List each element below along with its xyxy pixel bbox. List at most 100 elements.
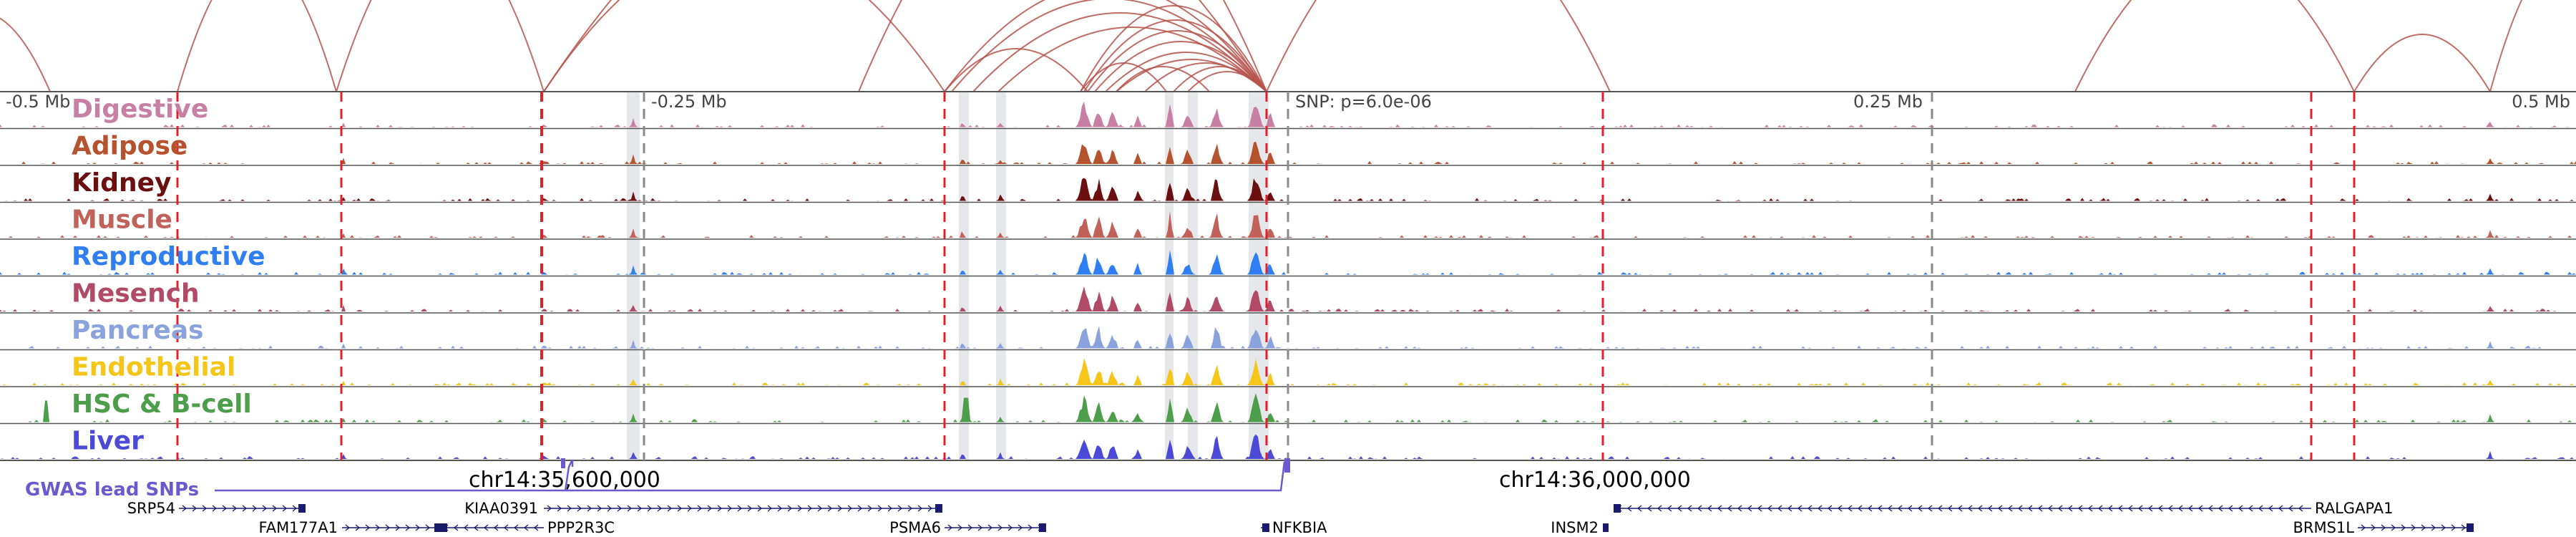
- strand-arrow: [1626, 505, 1632, 512]
- strand-arrow: [1747, 505, 1752, 512]
- strand-arrow: [1797, 505, 1802, 512]
- track-label: Adipose: [72, 132, 187, 161]
- strand-arrow: [463, 524, 469, 531]
- gene-exon: [434, 523, 441, 532]
- track-label: Reproductive: [72, 242, 265, 271]
- gene-exon: [1614, 504, 1621, 513]
- gene-exon: [440, 523, 447, 532]
- strand-arrow: [767, 505, 773, 512]
- gwas-lead-snps-label: GWAS lead SNPs: [25, 479, 199, 500]
- gene-exon: [2467, 523, 2474, 532]
- strand-arrow: [557, 505, 562, 512]
- interaction-arc: [543, 0, 1267, 92]
- strand-arrow: [2218, 505, 2223, 512]
- gene-ppp2r3c: PPP2R3C: [440, 519, 615, 536]
- track-label: Liver: [72, 427, 144, 456]
- strand-arrow: [1707, 505, 1712, 512]
- strand-arrow: [777, 505, 783, 512]
- strand-arrow: [807, 505, 813, 512]
- strand-arrow: [385, 524, 391, 531]
- gene-brms1l: BRMS1L: [2293, 519, 2474, 536]
- strand-arrow: [345, 524, 351, 531]
- strand-arrow: [2087, 505, 2093, 512]
- strand-arrow: [997, 524, 1003, 531]
- strand-arrow: [473, 524, 479, 531]
- strand-arrow: [2107, 505, 2113, 512]
- strand-arrow: [453, 524, 459, 531]
- strand-arrow: [2238, 505, 2243, 512]
- strand-arrow: [1887, 505, 1893, 512]
- strand-arrow: [1927, 505, 1933, 512]
- gene-label: PPP2R3C: [547, 519, 615, 536]
- strand-arrow: [2421, 524, 2426, 531]
- strand-arrow: [202, 505, 208, 512]
- strand-arrow: [1757, 505, 1762, 512]
- strand-arrow: [2197, 505, 2203, 512]
- strand-arrow: [707, 505, 713, 512]
- strand-arrow: [415, 524, 421, 531]
- strand-arrow: [1717, 505, 1722, 512]
- strand-arrow: [182, 505, 187, 512]
- strand-arrow: [1967, 505, 1973, 512]
- strand-arrow: [513, 524, 519, 531]
- snp-pvalue-label: SNP: p=6.0e-06: [1295, 92, 1432, 112]
- strand-arrow: [947, 524, 953, 531]
- axis-label-right: 0.5 Mb: [2512, 92, 2570, 112]
- strand-arrow: [2017, 505, 2023, 512]
- strand-arrow: [727, 505, 733, 512]
- strand-arrow: [1667, 505, 1672, 512]
- strand-arrow: [737, 505, 743, 512]
- strand-arrow: [867, 505, 873, 512]
- gene-label: KIAA0391: [464, 500, 538, 517]
- strand-arrow: [897, 505, 903, 512]
- gene-exon: [1603, 523, 1609, 532]
- strand-arrow: [2288, 505, 2293, 512]
- strand-arrow: [272, 505, 278, 512]
- interaction-arc: [1266, 0, 1611, 92]
- strand-arrow: [2177, 505, 2183, 512]
- interaction-arc: [944, 0, 1267, 92]
- coordinate-right: chr14:36,000,000: [1499, 468, 1691, 493]
- gene-kiaa0391: KIAA0391: [464, 500, 942, 517]
- strand-arrow: [2441, 524, 2446, 531]
- axis-label-mid-left: -0.25 Mb: [651, 92, 727, 112]
- interaction-arc: [177, 0, 337, 92]
- strand-arrow: [957, 524, 963, 531]
- strand-arrow: [365, 524, 371, 531]
- strand-arrow: [817, 505, 823, 512]
- strand-arrow: [242, 505, 248, 512]
- snp-marker-lines: [176, 92, 2356, 460]
- strand-arrow: [1997, 505, 2003, 512]
- strand-arrow: [2007, 505, 2013, 512]
- strand-arrow: [1677, 505, 1682, 512]
- strand-arrow: [627, 505, 633, 512]
- strand-arrow: [1657, 505, 1662, 512]
- strand-arrow: [2268, 505, 2273, 512]
- interaction-arc: [1087, 30, 1267, 92]
- strand-arrow: [2207, 505, 2213, 512]
- strand-arrow: [212, 505, 218, 512]
- strand-arrow: [1636, 505, 1642, 512]
- strand-arrow: [987, 524, 993, 531]
- strand-arrow: [425, 524, 431, 531]
- strand-arrow: [2067, 505, 2073, 512]
- strand-arrow: [2431, 524, 2436, 531]
- strand-arrow: [2411, 524, 2416, 531]
- strand-arrow: [1897, 505, 1903, 512]
- interaction-arc: [0, 17, 51, 92]
- gene-exon: [1262, 523, 1269, 532]
- strand-arrow: [1947, 505, 1953, 512]
- gene-nfkbia: NFKBIA: [1261, 519, 1327, 536]
- strand-arrow: [967, 524, 973, 531]
- strand-arrow: [2391, 524, 2396, 531]
- gene-track: SRP54 FAM177A1 KIAA0391 PPP2R3C PSMA6 NFKBIA I…: [127, 500, 2474, 536]
- interaction-arc: [1094, 41, 1267, 92]
- strand-arrow: [717, 505, 723, 512]
- strand-arrow: [2371, 524, 2376, 531]
- strand-arrow: [375, 524, 381, 531]
- strand-arrow: [1877, 505, 1883, 512]
- strand-arrow: [2027, 505, 2033, 512]
- strand-arrow: [395, 524, 401, 531]
- strand-arrow: [1917, 505, 1923, 512]
- strand-arrow: [1817, 505, 1823, 512]
